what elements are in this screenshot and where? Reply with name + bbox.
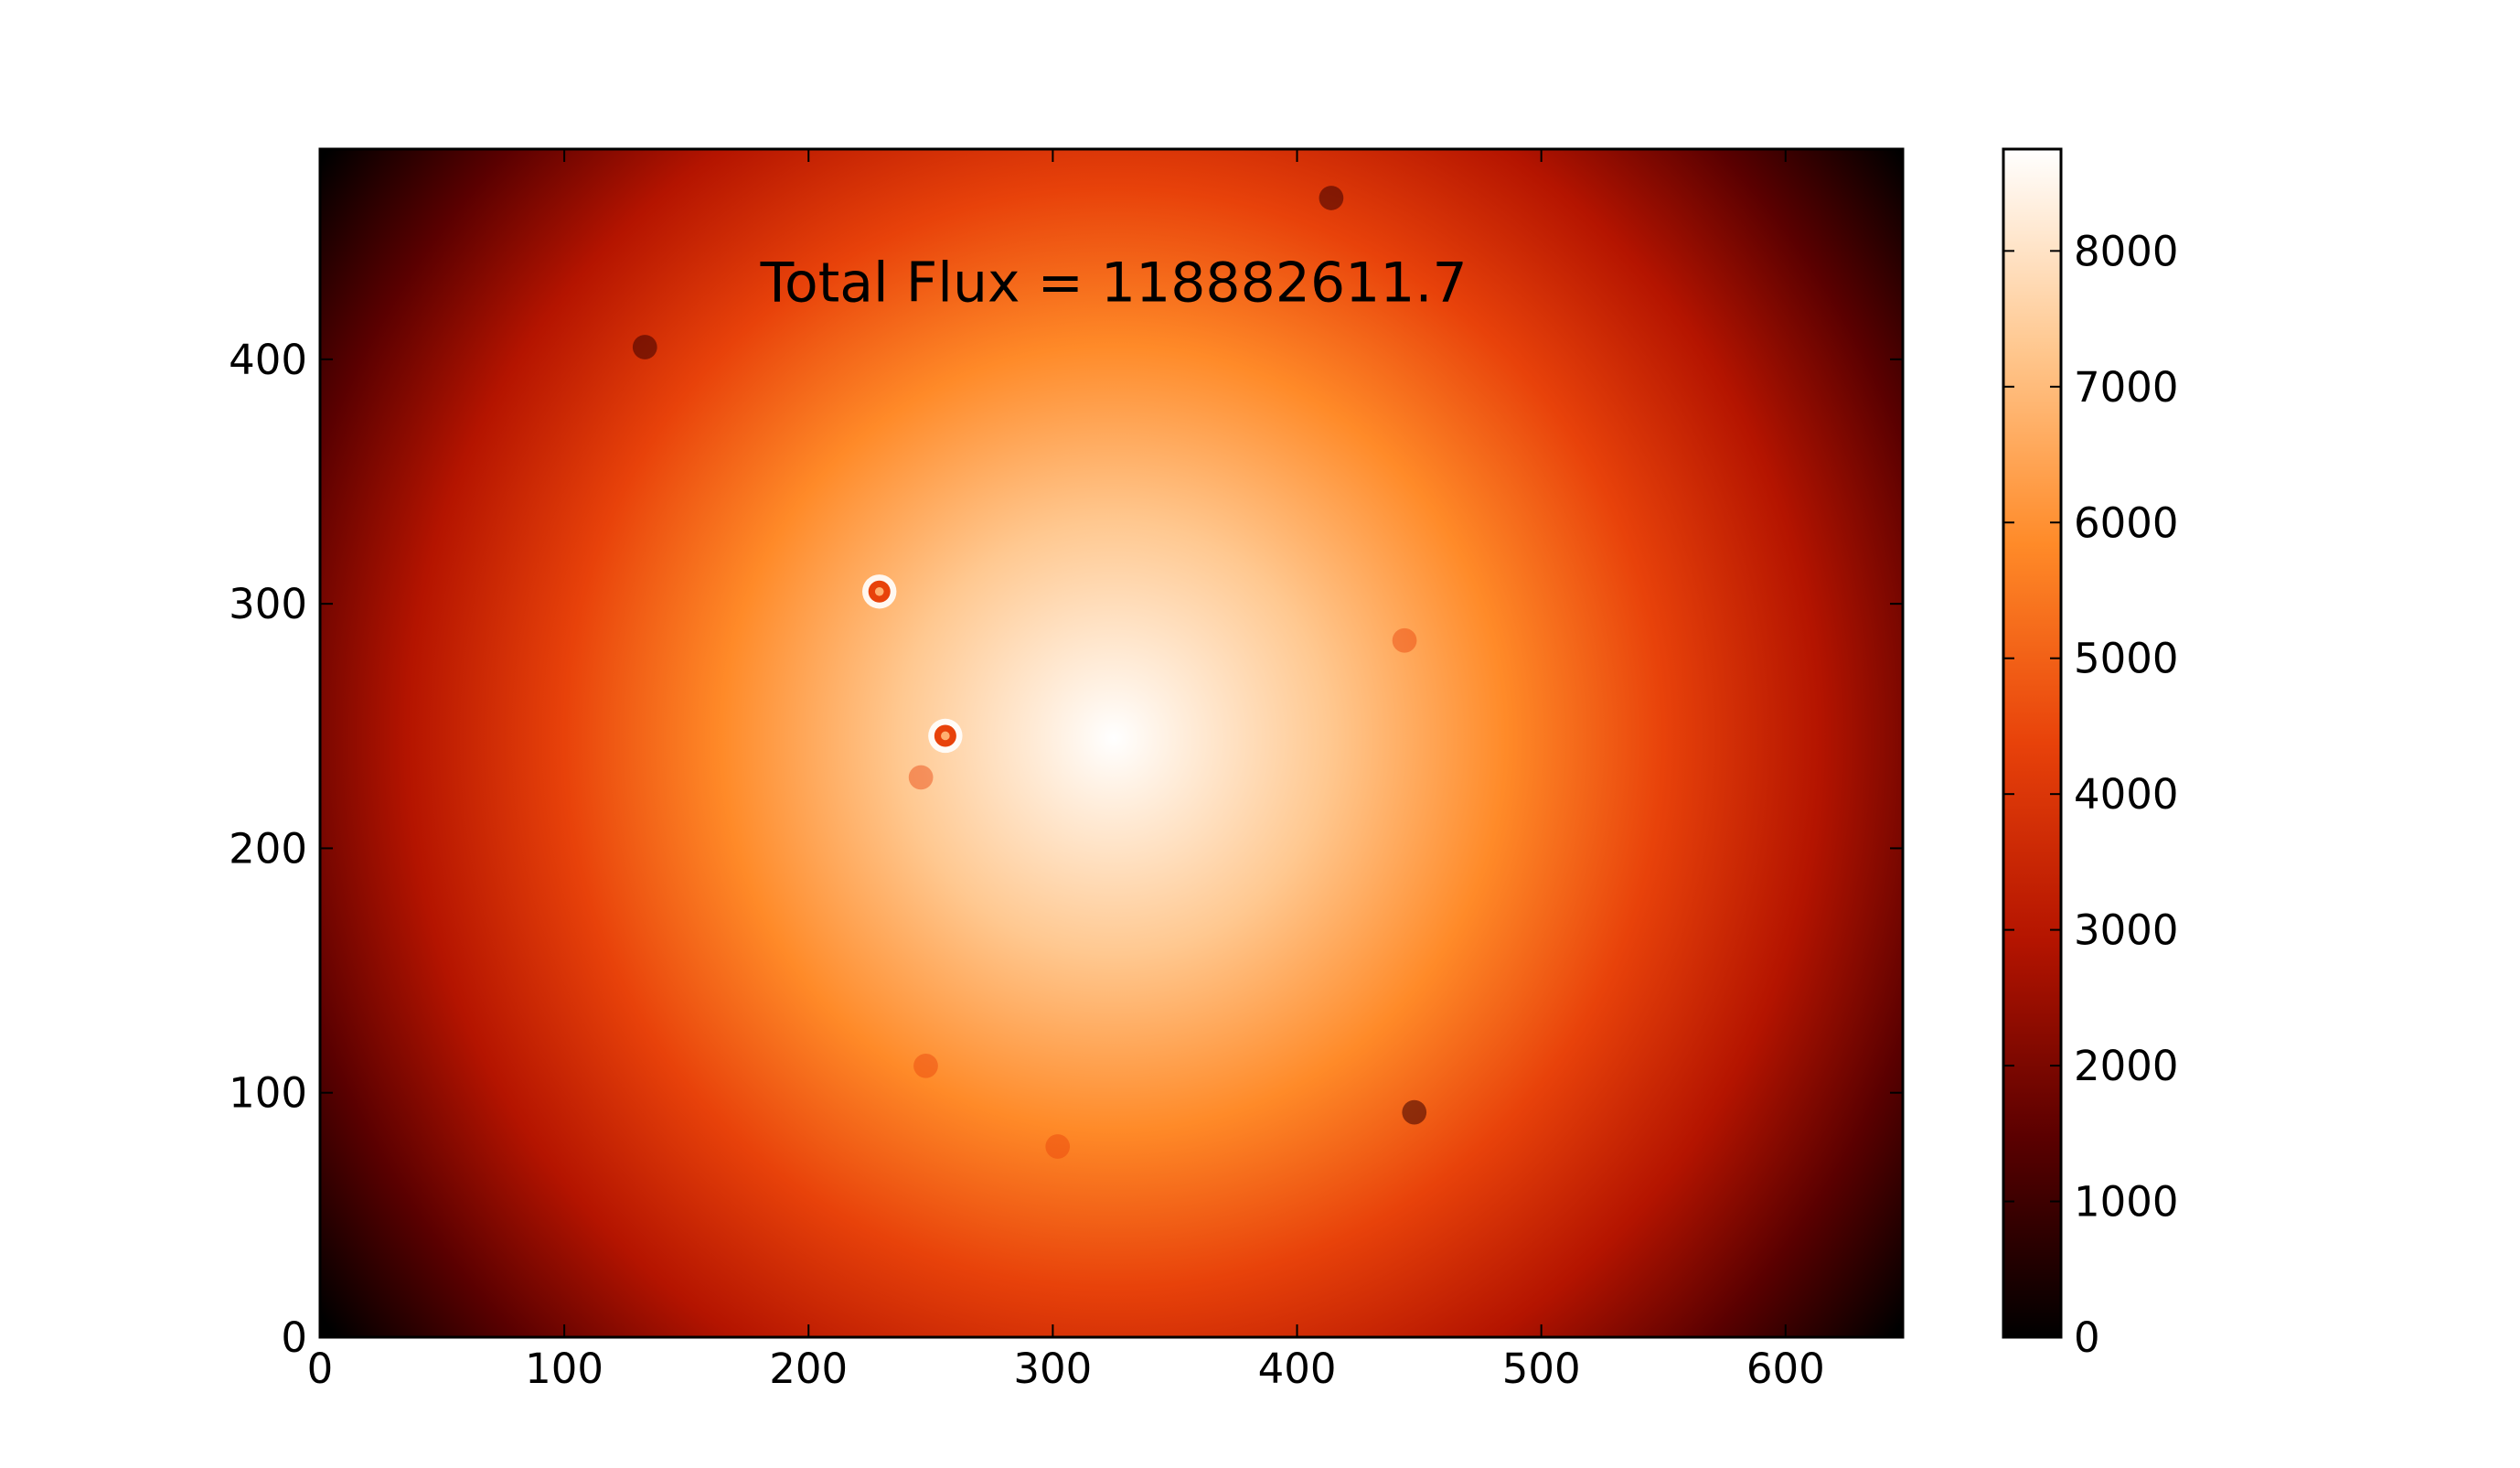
colorbar-tick-label: 2000 (2074, 1042, 2179, 1090)
colorbar: 0 1000 2000 3000 4000 5000 6000 7000 8000 (2002, 147, 2179, 1362)
dark-source (1402, 1099, 1427, 1125)
dark-source (1319, 186, 1344, 210)
colorbar-frame (2002, 147, 2063, 1339)
colorbar-gradient (2003, 149, 2061, 1337)
x-tick-label: 200 (769, 1345, 848, 1393)
faint-source (1045, 1134, 1071, 1159)
y-tick-label: 400 (229, 336, 307, 384)
y-tick-label: 300 (229, 580, 307, 628)
colorbar-tick-label: 7000 (2074, 363, 2179, 412)
plot-frame (318, 147, 1905, 1339)
x-tick-label: 100 (525, 1345, 603, 1393)
x-tick-label: 400 (1258, 1345, 1337, 1393)
total-flux-annotation: Total Flux = 118882611.7 (760, 251, 1468, 315)
colorbar-tick-label: 5000 (2074, 635, 2179, 683)
y-tick-label: 0 (281, 1313, 307, 1362)
colorbar-tick-label: 6000 (2074, 498, 2179, 547)
colorbar-tick-label: 0 (2074, 1313, 2100, 1362)
colorbar-tick-label: 3000 (2074, 906, 2179, 955)
colorbar-axis: 0 1000 2000 3000 4000 5000 6000 7000 8000 (2003, 227, 2179, 1362)
faint-source (908, 765, 934, 790)
x-tick-label: 500 (1502, 1345, 1581, 1393)
colorbar-tick-label: 4000 (2074, 770, 2179, 819)
image-axes: Total Flux = 118882611.7 0 100 200 300 400 50… (229, 147, 1905, 1393)
dark-source (632, 335, 657, 359)
flux-image (320, 149, 1903, 1337)
x-axis: 0 100 200 300 400 500 600 (307, 149, 1825, 1393)
y-axis: 0 100 200 300 400 (229, 336, 1903, 1362)
faint-source (1392, 627, 1417, 653)
x-tick-label: 0 (307, 1345, 334, 1393)
y-tick-label: 200 (229, 824, 307, 873)
bright-source-core (874, 586, 884, 596)
point-sources (632, 186, 1427, 1159)
colorbar-tick-label: 1000 (2074, 1178, 2179, 1227)
x-tick-label: 600 (1746, 1345, 1825, 1393)
bright-source-core (941, 731, 950, 741)
faint-source (913, 1053, 938, 1078)
y-tick-label: 100 (229, 1069, 307, 1118)
colorbar-tick-label: 8000 (2074, 227, 2179, 275)
x-tick-label: 300 (1013, 1345, 1092, 1393)
